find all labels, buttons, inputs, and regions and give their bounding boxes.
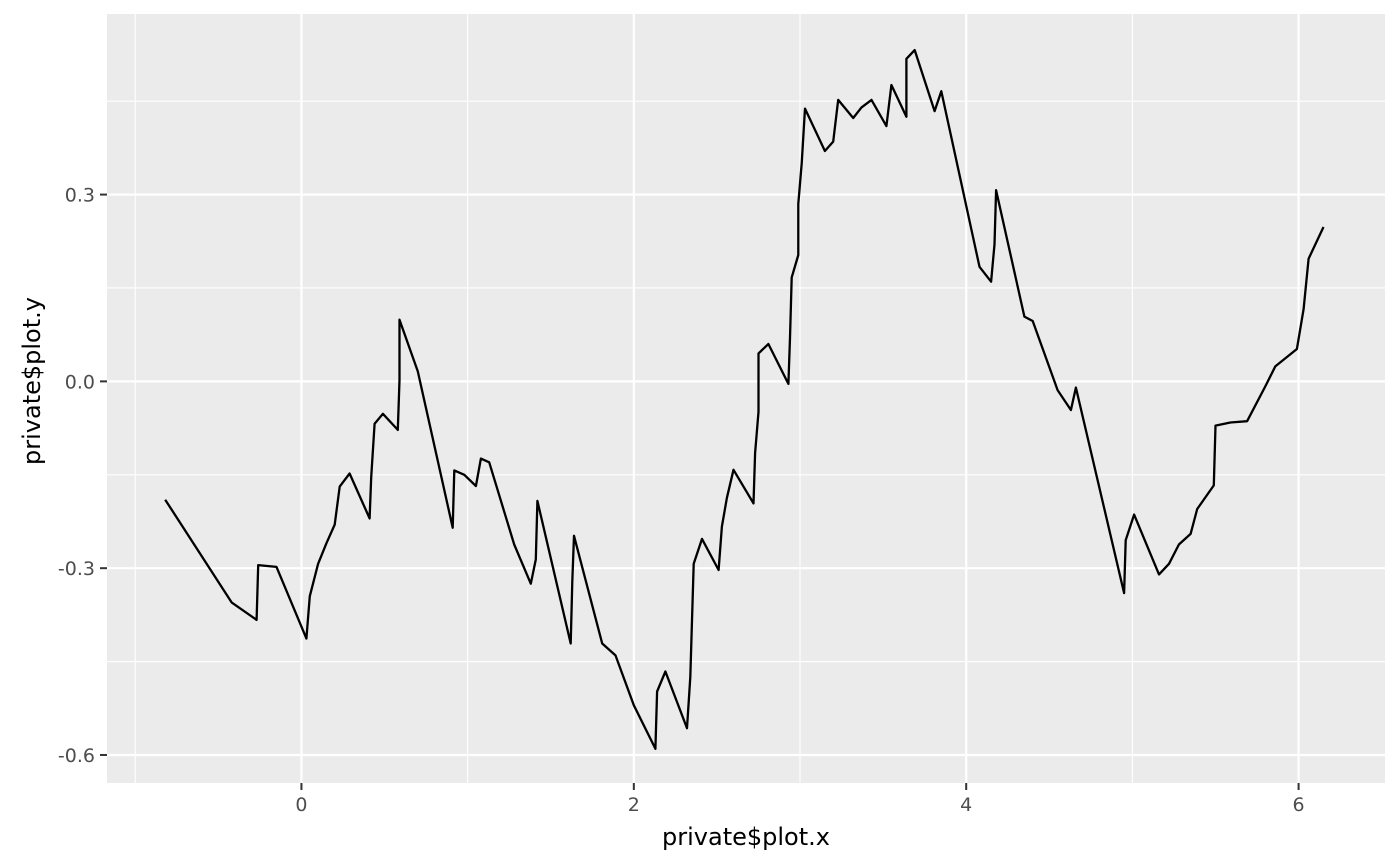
x-axis-ticks — [300, 783, 1300, 790]
y-axis-ticks — [100, 193, 107, 756]
y-tick-label: 0.0 — [65, 371, 95, 393]
x-tick-label: 0 — [295, 794, 307, 816]
x-tick-label: 4 — [960, 794, 972, 816]
y-axis-tick-labels: -0.6 -0.3 0.0 0.3 — [58, 185, 95, 767]
minor-gridlines — [107, 14, 1385, 783]
y-tick-label: 0.3 — [65, 185, 95, 207]
major-gridlines — [107, 14, 1385, 783]
x-tick-label: 2 — [628, 794, 640, 816]
y-tick-label: -0.3 — [58, 558, 95, 580]
x-axis-title: private$plot.x — [662, 823, 830, 851]
x-axis-tick-labels: 0 2 4 6 — [295, 794, 1304, 816]
plot-panel — [107, 14, 1385, 783]
y-axis-title: private$plot.y — [18, 297, 46, 465]
series-line — [164, 48, 1325, 750]
x-tick-label: 6 — [1293, 794, 1305, 816]
y-tick-label: -0.6 — [58, 745, 95, 767]
